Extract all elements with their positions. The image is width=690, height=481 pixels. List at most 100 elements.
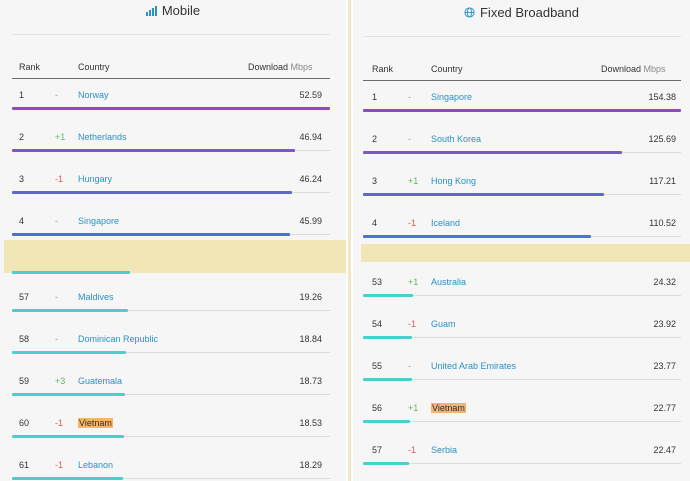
broadband-title: Fixed Broadband: [353, 5, 690, 21]
rank-change: -1: [408, 218, 417, 228]
ranking-row[interactable]: 59 +3 Guatemala 18.73: [0, 376, 346, 418]
country-link[interactable]: Dominican Republic: [78, 334, 159, 344]
rank-cell: 4: [19, 216, 25, 226]
download-value: 24.32: [653, 277, 676, 287]
country-link[interactable]: Vietnam: [78, 418, 113, 428]
rank-cell: 53: [372, 277, 383, 287]
download-value: 45.99: [299, 216, 322, 226]
country-link[interactable]: South Korea: [431, 134, 482, 144]
speed-bar: [363, 235, 591, 238]
rank-change: -1: [55, 174, 64, 184]
rank-change: -: [55, 90, 58, 100]
ranking-row[interactable]: 60 -1 Vietnam 18.53: [0, 418, 346, 460]
country-link[interactable]: Singapore: [78, 216, 120, 226]
header-unit: Mbps: [643, 64, 666, 74]
rank-cell: 59: [19, 376, 30, 386]
ranking-row[interactable]: 3 -1 Hungary 46.24: [0, 174, 346, 216]
rank-change: -: [408, 361, 411, 371]
ranking-row[interactable]: 57 -1 Serbia 22.47: [353, 445, 690, 481]
broadband-title-text: Fixed Broadband: [479, 5, 579, 20]
speed-bar: [363, 151, 622, 154]
rank-change: -1: [55, 460, 64, 470]
header-country: Country: [431, 64, 463, 74]
rank-change: -: [408, 134, 411, 144]
ranking-row[interactable]: 4 - Singapore 45.99: [0, 216, 346, 258]
ranking-row[interactable]: 3 +1 Hong Kong 117.21: [353, 176, 690, 218]
country-link[interactable]: Norway: [78, 90, 109, 100]
ranking-row[interactable]: 2 - South Korea 125.69: [353, 134, 690, 176]
rank-cell: 1: [372, 92, 378, 102]
download-value: 18.84: [299, 334, 322, 344]
rank-cell: 57: [19, 292, 30, 302]
rank-cell: 2: [19, 132, 25, 142]
country-link[interactable]: United Arab Emirates: [431, 361, 517, 371]
country-link[interactable]: Netherlands: [78, 132, 127, 142]
speed-bar: [363, 420, 410, 423]
row-rule: [12, 352, 330, 353]
rank-cell: 58: [19, 334, 30, 344]
ranking-row[interactable]: 53 +1 Australia 24.32: [353, 277, 690, 319]
speed-bar: [12, 191, 292, 194]
row-rule: [363, 463, 681, 464]
ranking-row[interactable]: 57 - Maldives 19.26: [0, 292, 346, 334]
rank-cell: 57: [372, 445, 383, 455]
row-rule: [363, 421, 681, 422]
partial-bar: [12, 271, 130, 274]
header-rule: [12, 78, 330, 79]
rank-cell: 4: [372, 218, 378, 228]
ranking-row[interactable]: 1 - Norway 52.59: [0, 90, 346, 132]
country-link[interactable]: Hong Kong: [431, 176, 477, 186]
country-link[interactable]: Guatemala: [78, 376, 123, 386]
header-rank: Rank: [19, 62, 41, 72]
header-download-label: Download: [601, 64, 642, 74]
ranking-row[interactable]: 54 -1 Guam 23.92: [353, 319, 690, 361]
header-download-label: Download: [248, 62, 289, 72]
rank-cell: 60: [19, 418, 30, 428]
header-rank: Rank: [372, 64, 394, 74]
rank-cell: 3: [19, 174, 25, 184]
download-value: 46.94: [299, 132, 322, 142]
header-download: Download Mbps: [248, 62, 313, 72]
country-link[interactable]: Guam: [431, 319, 456, 329]
ranking-row[interactable]: 4 -1 Iceland 110.52: [353, 218, 690, 260]
mobile-title-text: Mobile: [161, 3, 201, 18]
download-value: 110.52: [649, 218, 676, 228]
ranking-row[interactable]: 61 -1 Lebanon 18.29: [0, 460, 346, 481]
row-rule: [12, 394, 330, 395]
ranking-row[interactable]: 58 - Dominican Republic 18.84: [0, 334, 346, 376]
country-link[interactable]: Iceland: [431, 218, 461, 228]
country-link[interactable]: Lebanon: [78, 460, 114, 470]
download-value: 22.47: [653, 445, 676, 455]
country-link[interactable]: Hungary: [78, 174, 113, 184]
country-link[interactable]: Serbia: [431, 445, 458, 455]
rank-change: -1: [408, 445, 417, 455]
country-link[interactable]: Maldives: [78, 292, 114, 302]
rank-change: +1: [408, 403, 419, 413]
rank-change: -: [55, 292, 58, 302]
rank-change: +1: [408, 277, 419, 287]
row-rule: [363, 295, 681, 296]
gap-band: [361, 244, 690, 262]
download-value: 23.77: [653, 361, 676, 371]
speed-bar: [12, 309, 128, 312]
header-country: Country: [78, 62, 110, 72]
rank-cell: 54: [372, 319, 383, 329]
rank-change: +3: [55, 376, 66, 386]
speed-bar: [12, 393, 125, 396]
ranking-row[interactable]: 55 - United Arab Emirates 23.77: [353, 361, 690, 403]
country-link[interactable]: Vietnam: [431, 403, 466, 413]
ranking-row[interactable]: 1 - Singapore 154.38: [353, 92, 690, 134]
download-value: 154.38: [648, 92, 676, 102]
ranking-row[interactable]: 56 +1 Vietnam 22.77: [353, 403, 690, 445]
speed-bar: [363, 294, 413, 297]
download-value: 46.24: [299, 174, 322, 184]
rank-cell: 1: [19, 90, 25, 100]
mobile-title: Mobile: [0, 3, 346, 19]
country-link[interactable]: Australia: [431, 277, 467, 287]
row-rule: [363, 337, 681, 338]
ranking-row[interactable]: 2 +1 Netherlands 46.94: [0, 132, 346, 174]
speed-bar: [12, 477, 123, 480]
country-link[interactable]: Singapore: [431, 92, 473, 102]
header-download: Download Mbps: [601, 64, 666, 74]
broadband-panel: Fixed Broadband Rank Country Download Mb…: [353, 0, 690, 481]
